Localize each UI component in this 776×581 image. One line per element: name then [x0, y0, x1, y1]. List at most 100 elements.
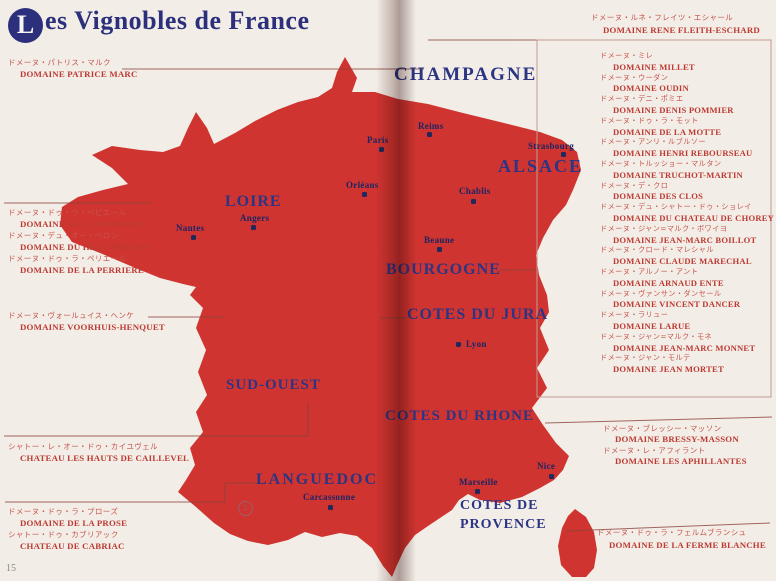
domaine-name: DOMAINE ARNAUD ENTE [613, 277, 724, 288]
city-label-marseille: Marseille [459, 477, 498, 487]
page-title-text: es Vignobles de France [45, 6, 310, 35]
leader-lines [4, 39, 773, 532]
region-label-cotes-du-rhone: COTES DU RHONE [385, 408, 535, 424]
domaine-kana: ドメーヌ・ドゥ・ラ・フェルムブランシュ [597, 528, 747, 537]
region-label-alsace: ALSACE [498, 156, 584, 176]
left-entry-group-languedoc: ドメーヌ・ドゥ・ラ・プローズ DOMAINE DE LA PROSE シャトー・… [8, 506, 127, 552]
domaine-name: DOMAINE DU HAUT PERRON [20, 241, 150, 252]
domaine-kana: ドメーヌ・ドゥ・ラ・モット [600, 115, 699, 125]
domaine-name: DOMAINE DE LA PEPIERRE [20, 218, 143, 229]
domaine-kana: ドメーヌ・ミレ [600, 51, 654, 60]
domaine-list-box [536, 39, 772, 398]
city-dot-marseille [475, 489, 480, 494]
city-label-orleans: Orléans [346, 180, 379, 190]
domaine-kana: ドメーヌ・ジャン=マルク・ボワイヨ [600, 223, 728, 233]
domaine-kana: ドメーヌ・ドゥ・ラ・プローズ [8, 507, 119, 516]
city-label-carcassonne: Carcassonne [303, 492, 356, 502]
domaine-name: DOMAINE PATRICE MARC [20, 68, 138, 79]
domaine-name: DOMAINE VOORHUIS-HENQUET [20, 321, 165, 332]
region-label-cotes-du-jura: COTES DU JURA [407, 306, 549, 323]
domaine-kana: ドメーヌ・ブレッシー・マッソン [603, 424, 722, 433]
domaine-name: DOMAINE LARUE [613, 320, 691, 331]
city-label-beaune: Beaune [424, 235, 455, 245]
domaine-name: DOMAINE DE LA FERME BLANCHE [609, 540, 766, 550]
city-dot-nantes [191, 235, 196, 240]
city-label-strasbourg: Strasbourg [528, 141, 575, 151]
domaine-kana: ドメーヌ・デニ・ポミエ [600, 94, 684, 104]
left-entry-group-champagne: ドメーヌ・パトリス・マルク DOMAINE PATRICE MARC [8, 57, 138, 80]
domaine-kana: ドメーヌ・トルッショー・マルタン [600, 158, 722, 168]
domaine-name: DOMAINE DU CHATEAU DE CHOREY [613, 212, 775, 223]
domaine-name: DOMAINE DES CLOS [613, 191, 704, 202]
domaine-kana: ドメーヌ・デュ・シャトー・ドゥ・ショレイ [600, 202, 752, 212]
region-label-champagne: CHAMPAGNE [394, 64, 538, 85]
domaine-kana: ドメーヌ・ドゥ・ラ・ペリエール [8, 254, 127, 263]
domaine-name: DOMAINE HENRI REBOURSEAU [613, 148, 753, 159]
region-label-bourgogne: BOURGOGNE [386, 261, 501, 278]
domaine-kana: ドメーヌ・デュ・オー・ペロン [8, 231, 119, 240]
region-label-languedoc: LANGUEDOC [256, 471, 379, 488]
right-entry-group-rhone: ドメーヌ・ブレッシー・マッソン DOMAINE BRESSY-MASSON ドメ… [603, 423, 747, 467]
city-label-nice: Nice [537, 461, 556, 471]
domaine-name: DOMAINE VINCENT DANCER [613, 299, 741, 310]
region-label-cotes-de-provence: COTES DE PROVENCE [460, 496, 547, 534]
city-label-angers: Angers [240, 213, 270, 223]
city-dot-chablis [471, 199, 476, 204]
left-entry-group-sud-ouest: シャトー・レ・オー・ドゥ・カイユヴェル CHATEAU LES HAUTS DE… [8, 441, 189, 464]
domaine-kana: ドメーヌ・ジャン=マルク・モネ [600, 331, 713, 341]
domaine-name: DOMAINE DE LA PERRIERE [20, 264, 144, 275]
domaine-name: DOMAINE JEAN-MARC BOILLOT [613, 234, 757, 245]
city-dot-carcassonne [328, 505, 333, 510]
domaine-name: DOMAINE LES APHILLANTES [615, 456, 747, 466]
france-outline [60, 57, 581, 577]
domaine-kana: シャトー・レ・オー・ドゥ・カイユヴェル [8, 442, 158, 451]
city-label-nantes: Nantes [176, 223, 205, 233]
domaine-kana: ドメーヌ・ドゥ・ラ・ペピエール [8, 208, 127, 217]
domaine-name: DOMAINE BRESSY-MASSON [615, 434, 739, 444]
right-domaine-list: ドメーヌ・ミレ DOMAINE MILLET ドメーヌ・ウーダン DOMAINE… [600, 51, 774, 375]
domaine-kana: ドメーヌ・ルネ・フレイツ・エシャール [591, 13, 734, 22]
region-label-cotes-de-provence-line1: COTES DE [460, 498, 539, 513]
domaine-name: DOMAINE JEAN MORTET [613, 364, 724, 375]
domaine-name: DOMAINE OUDIN [613, 83, 689, 94]
domaine-kana: ドメーヌ・デ・クロ [600, 180, 669, 190]
domaine-kana: ドメーヌ・アンリ・ルブルソー [600, 137, 706, 147]
domaine-name: DOMAINE DE LA MOTTE [613, 126, 722, 137]
left-entry-group-loire: ドメーヌ・ドゥ・ラ・ペピエール DOMAINE DE LA PEPIERRE ド… [8, 207, 150, 276]
right-entry-alsace: ドメーヌ・ルネ・フレイツ・エシャール DOMAINE RENE FLEITH-E… [591, 12, 760, 36]
domaine-kana: ドメーヌ・ラリュー [600, 310, 669, 320]
domaine-name: DOMAINE MILLET [613, 61, 695, 72]
domaine-name: CHATEAU DE CABRIAC [20, 540, 125, 551]
domaine-name: DOMAINE DE LA PROSE [20, 517, 128, 528]
page-title: L es Vignobles de France [8, 6, 310, 43]
region-label-sud-ouest: SUD-OUEST [226, 377, 321, 393]
region-label-loire: LOIRE [225, 193, 282, 210]
domaine-kana: ドメーヌ・ウーダン [600, 72, 669, 82]
title-initial-medallion: L [8, 8, 43, 43]
domaine-kana: ドメーヌ・レ・アフィラント [603, 446, 706, 455]
city-dot-strasbourg [561, 152, 566, 157]
city-dot-beaune [437, 247, 442, 252]
city-label-paris: Paris [367, 135, 389, 145]
domaine-name: DOMAINE RENE FLEITH-ESCHARD [603, 25, 760, 35]
domaine-name: DOMAINE CLAUDE MARECHAL [613, 256, 752, 267]
region-label-cotes-de-provence-line2: PROVENCE [460, 517, 547, 532]
city-dot-reims [427, 132, 432, 137]
city-dot-orleans [362, 192, 367, 197]
domaine-kana: ドメーヌ・クロード・マレシャル [600, 245, 714, 255]
domaine-kana: ドメーヌ・ジャン・モルテ [600, 353, 691, 363]
domaine-kana: ドメーヌ・ヴォールュイス・ヘンケ [8, 311, 135, 320]
city-dot-angers [251, 225, 256, 230]
city-dot-lyon [456, 342, 461, 347]
domaine-name: DOMAINE DENIS POMMIER [613, 104, 734, 115]
domaine-kana: ドメーヌ・パトリス・マルク [8, 58, 111, 67]
domaine-kana: ドメーヌ・アルノー・アント [600, 266, 699, 276]
city-dots [191, 132, 566, 510]
city-dot-paris [379, 147, 384, 152]
city-label-lyon: Lyon [466, 339, 487, 349]
domaine-name: CHATEAU LES HAUTS DE CAILLEVEL [20, 452, 190, 463]
city-label-reims: Reims [418, 121, 444, 131]
left-entry-group-voorhuis: ドメーヌ・ヴォールュイス・ヘンケ DOMAINE VOORHUIS-HENQUE… [8, 310, 165, 333]
